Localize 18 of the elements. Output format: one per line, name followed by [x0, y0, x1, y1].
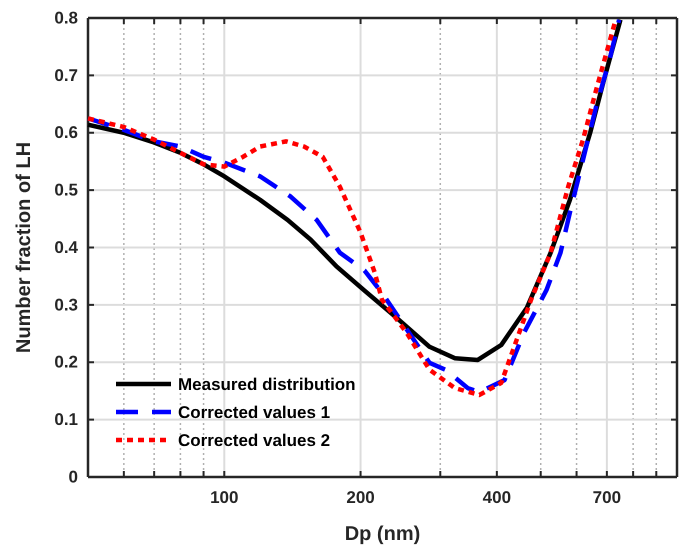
y-tick-label: 0.7 [54, 66, 78, 85]
y-tick-label: 0.8 [54, 8, 78, 28]
y-tick-label: 0.2 [54, 352, 78, 372]
y-tick-label: 0.4 [54, 238, 79, 257]
legend-label: Corrected values 1 [178, 403, 330, 422]
x-tick-label: 400 [482, 488, 512, 508]
x-tick-label: 100 [210, 488, 238, 508]
x-tick-label: 200 [346, 488, 375, 508]
y-tick-label: 0.1 [54, 410, 78, 430]
y-tick-label: 0 [68, 467, 78, 486]
x-axis-title: Dp (nm) [344, 523, 420, 545]
y-tick-label: 0.5 [54, 180, 78, 200]
y-tick-label: 0.6 [54, 123, 78, 142]
legend-label: Corrected values 2 [178, 431, 330, 450]
legend-label: Measured distribution [178, 375, 356, 394]
y-axis-title: Number fraction of LH [13, 142, 35, 354]
x-tick-label: 700 [592, 488, 622, 508]
y-tick-label: 0.3 [54, 295, 78, 314]
